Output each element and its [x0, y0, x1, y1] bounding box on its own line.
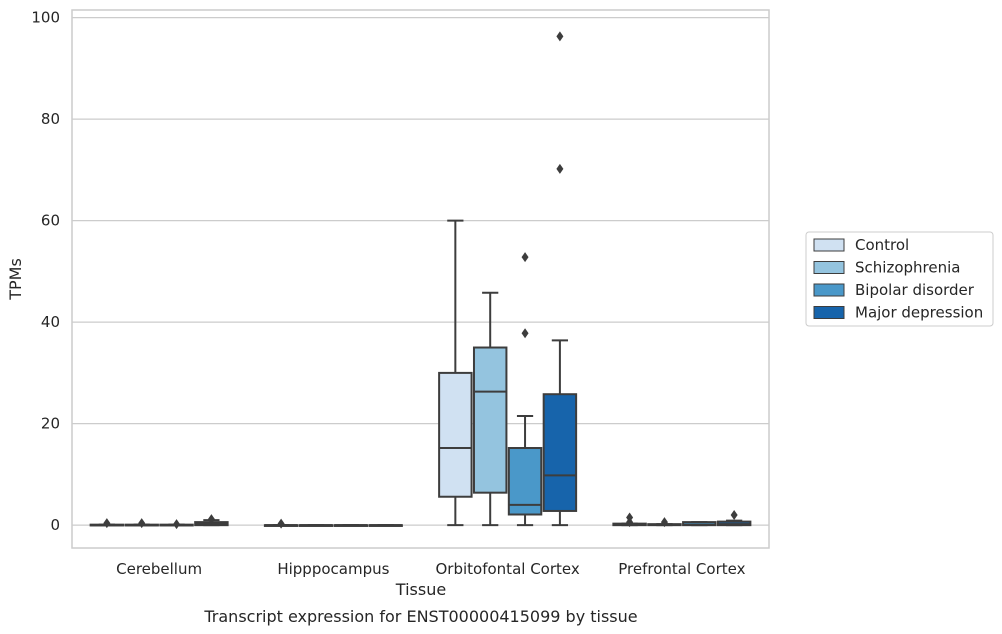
legend-swatch — [813, 261, 845, 274]
y-tick-label: 20 — [41, 415, 60, 433]
outlier-point — [730, 510, 738, 521]
legend-label: Control — [855, 236, 909, 254]
outlier-point — [556, 31, 564, 42]
y-tick-label: 0 — [50, 516, 60, 534]
x-tick-label: Orbitofontal Cortex — [436, 560, 580, 578]
box-control — [438, 219, 473, 527]
box-series-group — [89, 31, 752, 530]
y-tick-label: 80 — [41, 110, 60, 128]
box-bipolar-disorder — [682, 521, 717, 527]
outlier-point — [521, 328, 529, 339]
legend-label: Schizophrenia — [855, 259, 960, 277]
plot-frame — [71, 9, 770, 549]
box-major-depression — [368, 524, 403, 527]
y-tick-label: 60 — [41, 212, 60, 230]
outlier-point — [138, 518, 146, 529]
box-schizophrenia — [298, 524, 334, 527]
outlier-point — [207, 514, 215, 525]
box-body — [542, 393, 578, 512]
x-axis-label: Tissue — [395, 580, 446, 599]
plot-area — [72, 10, 769, 548]
outlier-point — [660, 517, 668, 528]
box-body — [472, 346, 508, 494]
legend-label: Bipolar disorder — [855, 281, 975, 299]
legend-swatch — [813, 306, 845, 319]
y-tick-label: 40 — [41, 313, 60, 331]
legend-swatch — [813, 238, 845, 252]
box-bipolar-disorder — [159, 519, 194, 530]
chart-caption: Transcript expression for ENST0000041509… — [203, 607, 637, 626]
box-schizophrenia — [124, 518, 159, 529]
box-schizophrenia — [647, 517, 682, 528]
x-tick-label: Prefrontal Cortex — [618, 560, 745, 578]
y-tick-label: 100 — [31, 9, 60, 27]
box-control — [612, 512, 647, 528]
box-body — [507, 447, 543, 516]
outlier-point — [173, 519, 181, 530]
box-body — [438, 371, 473, 498]
legend-swatch — [813, 283, 845, 297]
box-major-depression — [716, 510, 752, 527]
outlier-point — [626, 512, 634, 523]
box-control — [89, 518, 125, 529]
box-major-depression — [194, 514, 229, 527]
box-control — [263, 518, 299, 529]
box-major-depression — [542, 31, 578, 527]
box-bipolar-disorder — [507, 252, 543, 527]
legend: Control Schizophrenia Bipolar disorder Majo… — [805, 231, 994, 327]
box-schizophrenia — [472, 291, 508, 527]
y-axis-ticks: 0 20 40 60 80 100 — [31, 9, 60, 535]
x-axis-ticks: Cerebellum Hipppocampus Orbitofontal Corte… — [116, 560, 745, 578]
y-axis-label: TPMs — [6, 258, 25, 301]
legend-frame — [805, 231, 994, 327]
x-tick-label: Cerebellum — [116, 560, 202, 578]
outlier-point — [521, 252, 529, 263]
outlier-point — [277, 518, 285, 529]
outlier-point — [556, 163, 564, 174]
legend-label: Major depression — [855, 304, 983, 322]
outlier-point — [103, 518, 111, 529]
x-tick-label: Hipppocampus — [277, 560, 389, 578]
box-bipolar-disorder — [333, 524, 369, 527]
